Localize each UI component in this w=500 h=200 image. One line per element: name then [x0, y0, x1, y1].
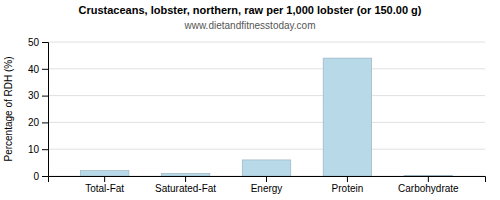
x-tick-label: Energy [251, 183, 283, 194]
x-axis: Total-Fat Saturated-Fat Energy Protein Carbo… [49, 176, 486, 194]
y-tick-mark [42, 96, 48, 97]
grid-line [48, 95, 485, 96]
grid [48, 42, 485, 176]
bar [242, 160, 291, 176]
bar [161, 173, 210, 176]
plot: Total-Fat Saturated-Fat Energy Protein Carbo… [28, 37, 486, 194]
y-tick-mark [42, 149, 48, 150]
x-tick-mark [428, 176, 429, 182]
bar [323, 58, 372, 176]
y-tick-label: 20 [28, 117, 40, 128]
x-tick-mark [104, 176, 105, 182]
x-tick: Energy [251, 176, 283, 194]
x-tick: Protein [332, 176, 364, 194]
y-tick-label: 50 [28, 37, 40, 48]
x-tick: Total-Fat [85, 176, 124, 194]
y-tick: 50 [28, 37, 48, 48]
chart: Crustaceans, lobster, northern, raw per … [0, 0, 500, 200]
y-tick-mark [42, 69, 48, 70]
bar [80, 171, 129, 176]
subtitle: www.dietandfitnesstoday.com [184, 20, 316, 31]
y-tick: 20 [28, 117, 48, 128]
grid-line [48, 122, 485, 123]
y-tick-label: 10 [28, 144, 40, 155]
x-tick-mark [185, 176, 186, 182]
bar [404, 175, 453, 176]
grid-line [48, 68, 485, 69]
x-tick-label: Saturated-Fat [155, 183, 216, 194]
y-tick-label: 40 [28, 64, 40, 75]
y-tick-mark [42, 176, 48, 177]
y-axis-line [42, 43, 49, 177]
x-tick-label: Protein [332, 183, 364, 194]
grid-line [48, 42, 485, 43]
x-tick: Saturated-Fat [155, 176, 216, 194]
x-tick-label: Total-Fat [85, 183, 124, 194]
y-tick-mark [42, 42, 48, 43]
bars [80, 58, 452, 176]
y-tick-label: 0 [33, 171, 39, 182]
y-tick: 40 [28, 64, 48, 75]
x-axis-line [49, 177, 486, 183]
grid-line [48, 149, 485, 150]
y-tick-mark [42, 122, 48, 123]
y-tick: 10 [28, 144, 48, 155]
y-axis-title: Percentage of RDH (%) [3, 56, 14, 161]
y-axis: 0 10 20 30 40 50 [28, 37, 49, 182]
y-tick-label: 30 [28, 90, 40, 101]
y-tick: 0 [33, 171, 48, 182]
x-tick-mark [266, 176, 267, 182]
x-tick-label: Carbohydrate [398, 183, 459, 194]
y-tick: 30 [28, 90, 48, 101]
title: Crustaceans, lobster, northern, raw per … [79, 4, 422, 16]
x-tick-mark [347, 176, 348, 182]
x-tick: Carbohydrate [398, 176, 459, 194]
